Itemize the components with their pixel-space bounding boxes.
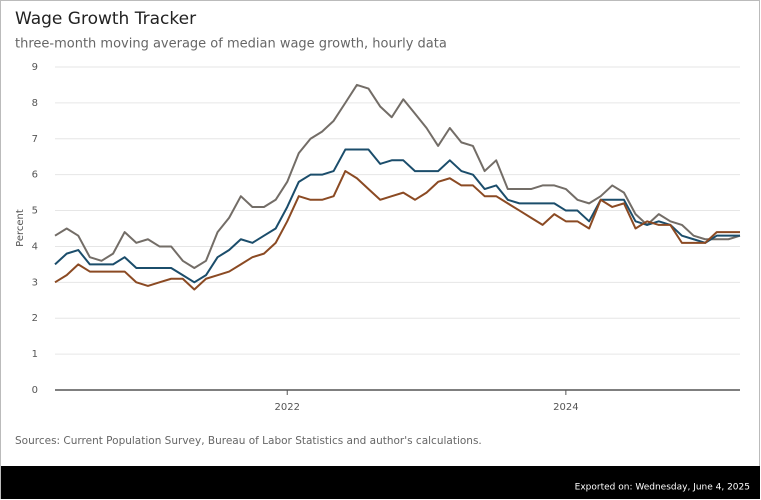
x-tick-label: 2024 <box>553 402 578 413</box>
y-tick-label: 6 <box>32 170 38 181</box>
export-note: Exported on: Wednesday, June 4, 2025 <box>575 483 750 493</box>
y-tick-label: 4 <box>32 241 38 252</box>
source-note: Sources: Current Population Survey, Bure… <box>15 435 482 447</box>
y-tick-label: 9 <box>32 62 38 73</box>
y-tick-label: 8 <box>32 98 38 109</box>
y-tick-label: 2 <box>32 313 38 324</box>
y-tick-label: 5 <box>32 206 38 217</box>
y-tick-label: 3 <box>32 277 38 288</box>
y-tick-label: 0 <box>32 385 38 396</box>
chart-title: Wage Growth Tracker <box>15 9 196 29</box>
footer-bar <box>1 466 760 499</box>
series-line <box>54 170 740 291</box>
x-tick-label: 2022 <box>275 402 300 413</box>
series-line <box>54 83 741 269</box>
y-tick-label: 7 <box>32 134 38 145</box>
y-tick-label: 1 <box>32 349 38 360</box>
y-axis-label: Percent <box>15 209 26 247</box>
series-line <box>54 148 740 284</box>
chart-subtitle: three-month moving average of median wag… <box>15 37 447 52</box>
